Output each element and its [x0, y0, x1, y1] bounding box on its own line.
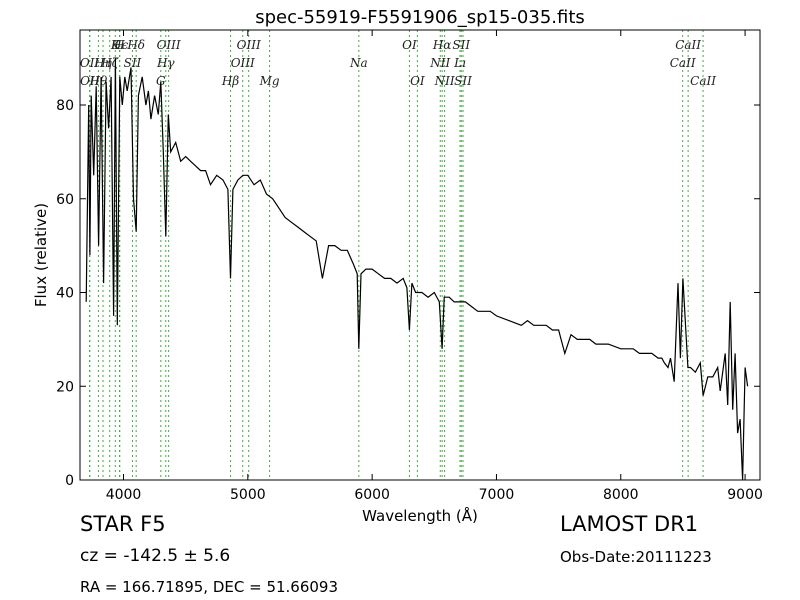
- x-tick-label: 4000: [106, 487, 142, 503]
- y-axis-label: Flux (relative): [32, 203, 50, 307]
- line-label: Hβ: [221, 74, 239, 88]
- line-label: OIII: [237, 38, 261, 52]
- plot-frame: [79, 29, 761, 481]
- y-tick-label: 0: [65, 473, 74, 489]
- line-label: Hη: [93, 56, 112, 70]
- line-label: CaII: [690, 74, 716, 88]
- y-axis-ticks: 0 20 40 60 80: [56, 98, 760, 489]
- line-label: K: [110, 38, 121, 52]
- line-label: CaII: [670, 56, 696, 70]
- x-tick-label: 9000: [727, 487, 763, 503]
- line-label: NII: [429, 56, 450, 70]
- spectral-line-markers: [89, 30, 704, 480]
- line-label: Hθ: [89, 74, 108, 88]
- line-label: Hζ: [100, 56, 119, 70]
- line-label: Hα: [432, 38, 452, 52]
- line-label: Hγ: [156, 56, 175, 70]
- x-axis-ticks: 4000 5000 6000 7000 8000 9000: [106, 30, 763, 503]
- x-axis-label: Wavelength (Å): [362, 506, 478, 525]
- y-tick-label: 40: [56, 286, 74, 302]
- object-class: STAR F5: [80, 512, 166, 536]
- line-label: H: [113, 38, 125, 52]
- line-label: Lı: [453, 56, 466, 70]
- ra-dec-coordinates: RA = 166.71895, DEC = 51.66093: [80, 578, 339, 596]
- line-label: SII: [124, 56, 142, 70]
- line-label: OIII: [157, 38, 181, 52]
- line-label: CaII: [675, 38, 701, 52]
- x-tick-label: 8000: [603, 487, 639, 503]
- survey-name: LAMOST DR1: [560, 512, 699, 536]
- observation-date: Obs-Date:20111223: [560, 548, 712, 566]
- line-label: SII: [454, 74, 472, 88]
- x-tick-label: 7000: [479, 487, 515, 503]
- y-tick-label: 80: [56, 98, 74, 114]
- line-label: OIII: [231, 56, 255, 70]
- redshift-cz: cz = -142.5 ± 5.6: [80, 546, 231, 566]
- chart-title: spec-55919-F5591906_sp15-035.fits: [255, 7, 585, 28]
- line-label: OI: [402, 38, 417, 52]
- line-label: G: [156, 74, 166, 88]
- y-tick-label: 20: [56, 379, 74, 395]
- line-label: SII: [452, 38, 470, 52]
- line-label: Hδ: [126, 38, 145, 52]
- line-label: Mg: [259, 74, 280, 88]
- x-tick-label: 6000: [354, 487, 390, 503]
- y-tick-label: 60: [56, 192, 74, 208]
- x-tick-label: 5000: [230, 487, 266, 503]
- line-label: Hϵ: [110, 38, 128, 52]
- line-label: OII: [80, 74, 100, 88]
- spectrum-series-line: [85, 58, 749, 481]
- line-label: OI: [410, 74, 425, 88]
- line-label: Na: [349, 56, 368, 70]
- line-label: OII: [80, 56, 100, 70]
- line-label: NII: [434, 74, 455, 88]
